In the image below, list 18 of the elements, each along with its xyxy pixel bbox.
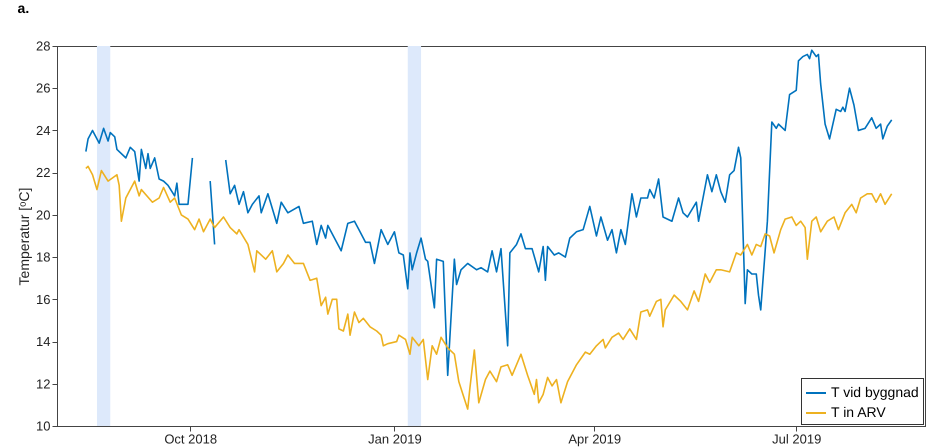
y-tick-label: 26 xyxy=(36,80,50,96)
x-tick-label: Oct 2018 xyxy=(164,432,218,446)
y-tick-label: 12 xyxy=(36,376,50,392)
chart-title: a. xyxy=(18,0,30,16)
x-tick-label: Jan 2019 xyxy=(368,432,422,446)
y-tick-label: 14 xyxy=(36,334,50,350)
y-tick-label: 28 xyxy=(36,38,50,54)
y-tick-label: 10 xyxy=(36,418,50,434)
x-tick-label: Apr 2019 xyxy=(568,432,622,446)
x-tick-label: Jul 2019 xyxy=(772,432,822,446)
y-tick-label: 18 xyxy=(36,250,50,265)
legend-label: T in ARV xyxy=(831,404,886,420)
legend-label: T vid byggnad xyxy=(831,384,919,400)
y-tick-label: 20 xyxy=(36,207,50,222)
y-axis-title: Temperatur [ᵒC] xyxy=(16,188,32,286)
y-tick-label: 16 xyxy=(36,292,50,307)
y-tick-label: 22 xyxy=(36,165,50,180)
y-tick-label: 24 xyxy=(36,122,50,138)
